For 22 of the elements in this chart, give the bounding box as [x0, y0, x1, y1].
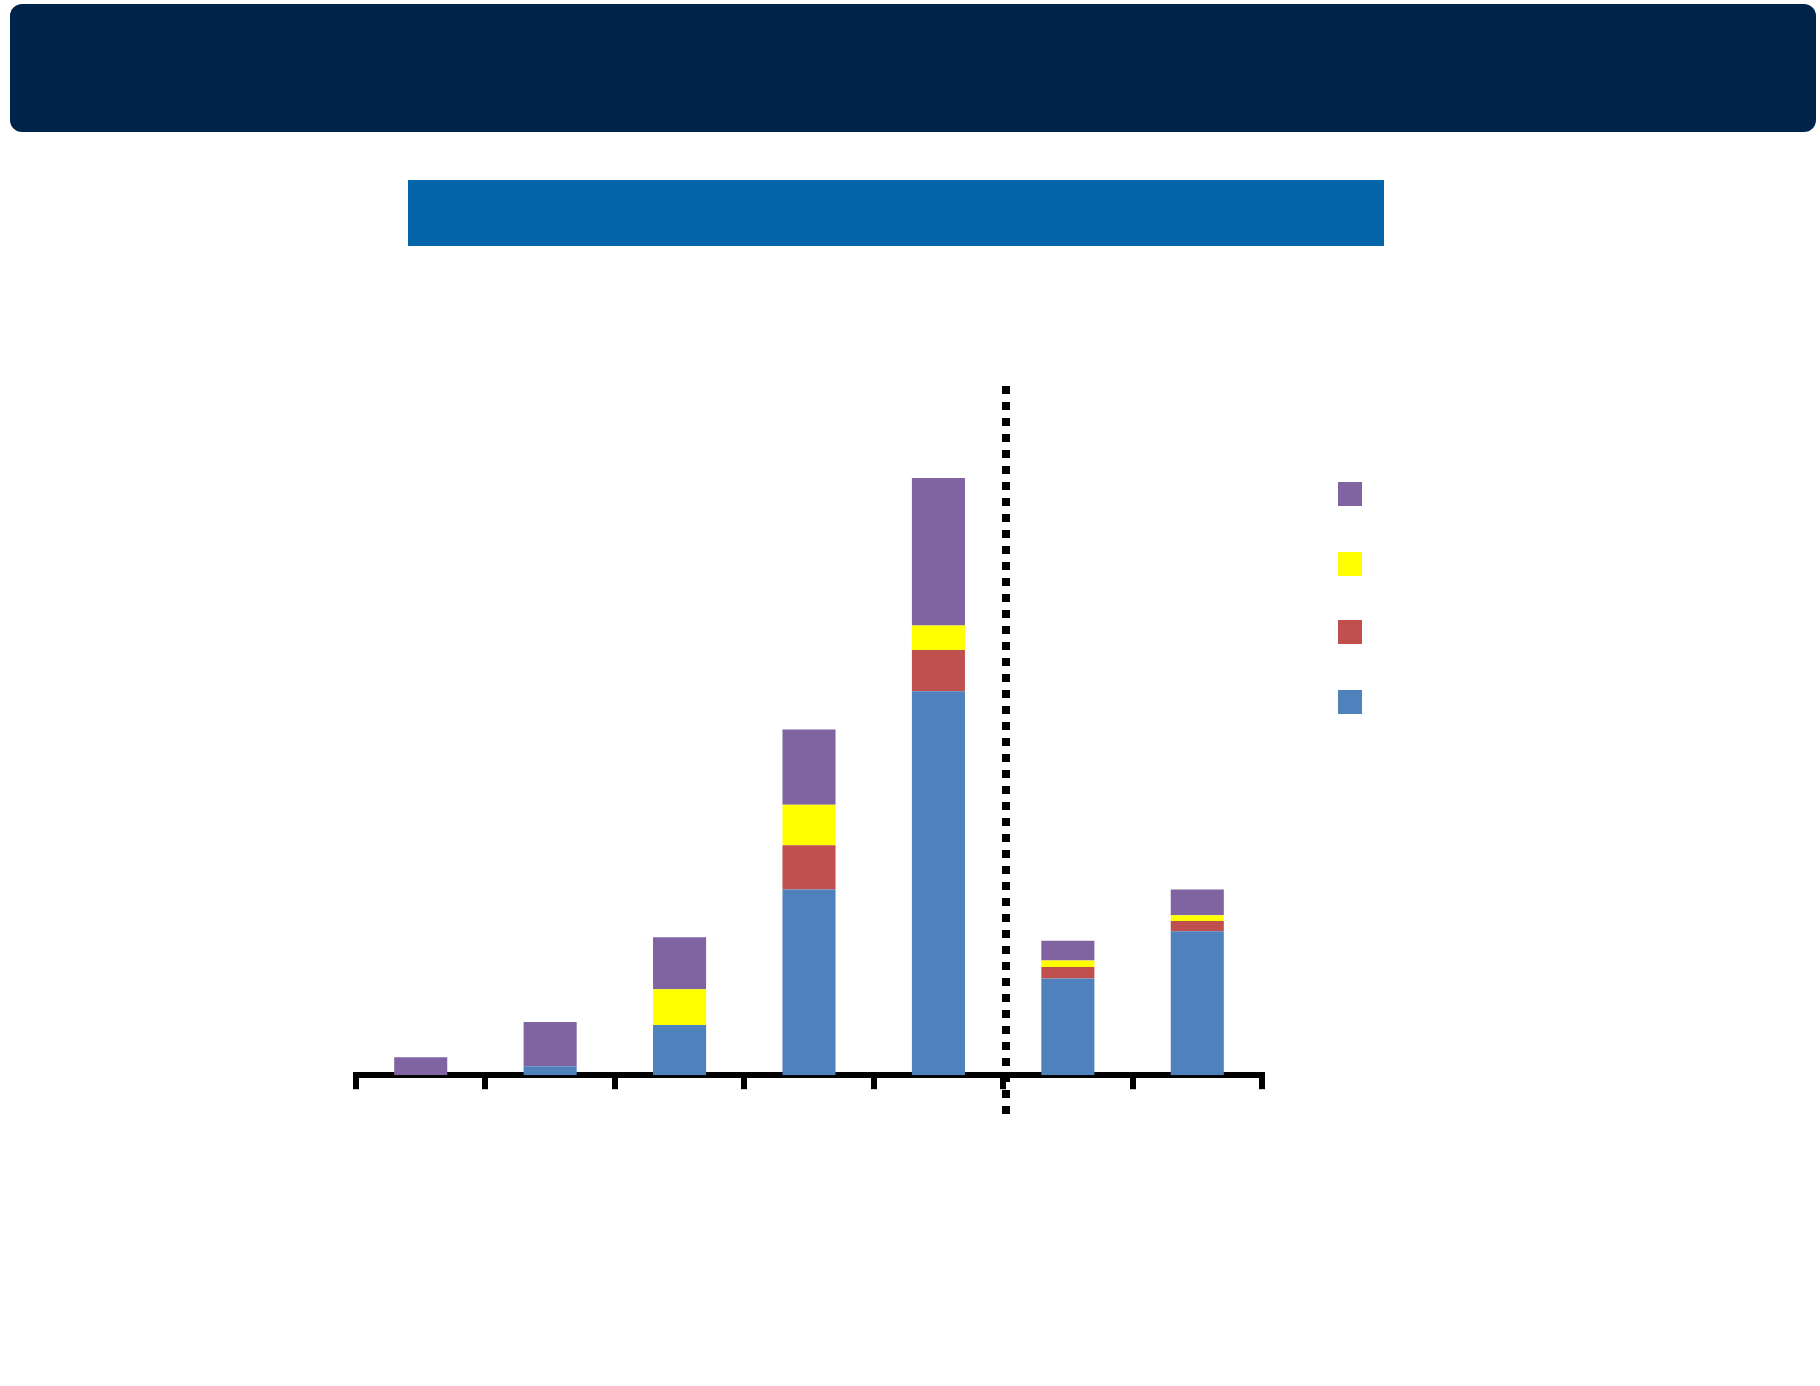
bar: [523, 1022, 577, 1067]
bar: [782, 729, 836, 805]
bar: [782, 889, 836, 1076]
bar: [653, 937, 707, 990]
bar: [1041, 967, 1095, 979]
bar: [782, 804, 836, 846]
bar: [911, 478, 965, 626]
bar: [1041, 960, 1095, 968]
bar: [782, 845, 836, 890]
bar: [1170, 921, 1224, 932]
bar: [523, 1066, 577, 1076]
bar: [1170, 889, 1224, 916]
bar: [1170, 931, 1224, 1076]
bar: [911, 649, 965, 692]
bar: [1041, 940, 1095, 961]
bar: [653, 989, 707, 1026]
bar: [1170, 915, 1224, 922]
bar: [394, 1057, 448, 1076]
bar: [911, 691, 965, 1076]
bar: [1041, 978, 1095, 1076]
bar: [911, 625, 965, 650]
bar: [653, 1025, 707, 1076]
